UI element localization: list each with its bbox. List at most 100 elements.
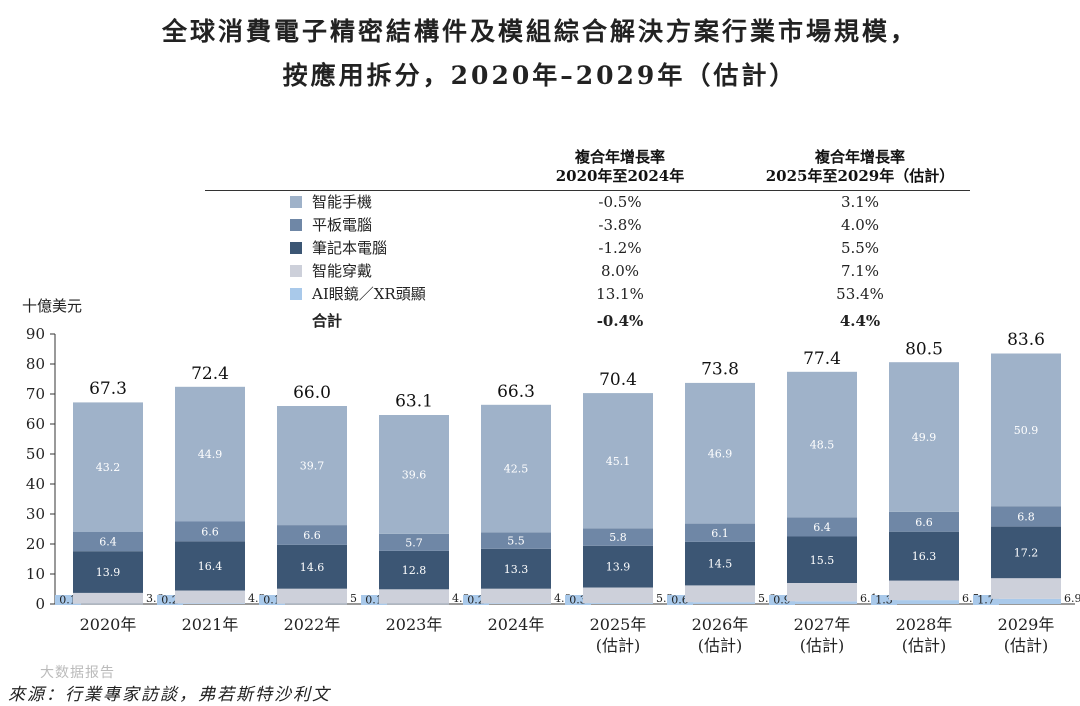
data-label-2: 13.3	[504, 563, 529, 576]
data-label-ai-xr: 1.7	[977, 594, 995, 607]
total-label: 66.0	[293, 383, 331, 403]
x-tick-sublabel: (估計)	[1004, 636, 1049, 655]
bar-segment	[277, 603, 347, 605]
bar-segment	[277, 588, 347, 604]
data-label-4: 39.6	[402, 468, 427, 481]
data-label-2: 16.4	[198, 560, 223, 573]
legend-label-tablet: 平板電腦	[312, 216, 373, 234]
data-label-wearable: 5	[350, 592, 357, 605]
data-label-ai-xr: 0.6	[671, 594, 689, 607]
ai-xr-value-box	[667, 595, 693, 605]
total-label: 合計	[312, 312, 343, 330]
bar-segment	[787, 583, 857, 602]
data-label-ai-xr: 0.9	[773, 594, 791, 607]
y-tick-label: 80	[26, 355, 45, 373]
data-label-4: 48.5	[810, 439, 835, 452]
bar-segment	[175, 521, 245, 542]
y-tick-label: 30	[26, 505, 45, 523]
bar-segment	[787, 517, 857, 537]
legend-swatch-laptop	[290, 242, 302, 254]
data-label-2: 15.5	[810, 554, 835, 567]
bar-segment	[481, 548, 551, 589]
data-label-3: 6.4	[99, 536, 117, 549]
bar-segment	[175, 386, 245, 522]
x-tick-label: 2021年	[182, 615, 239, 634]
legend-swatch-ai-xr	[290, 288, 302, 300]
ai-xr-value-box	[871, 595, 897, 605]
cagr2-total: 4.4%	[839, 312, 881, 330]
bar-segment	[991, 353, 1061, 507]
bar-segment	[481, 404, 551, 533]
bar-segment	[379, 550, 449, 590]
cagr1-ai-xr: 13.1%	[596, 285, 644, 303]
bar-segment	[685, 382, 755, 524]
x-tick-label: 2027年	[794, 615, 851, 634]
total-label: 67.3	[89, 379, 127, 399]
total-label: 72.4	[191, 364, 229, 384]
watermark-text: 大数据报告	[40, 665, 115, 681]
x-tick-label: 2022年	[284, 615, 341, 634]
data-label-4: 50.9	[1014, 424, 1039, 437]
data-label-3: 5.8	[609, 531, 627, 544]
cagr-header-2-line1: 複合年增長率	[814, 148, 905, 166]
data-label-ai-xr: 0.1	[59, 594, 77, 607]
data-label-4: 45.1	[606, 455, 631, 468]
bar-segment	[991, 506, 1061, 527]
data-label-ai-xr: 1.3	[875, 594, 893, 607]
bar-segment	[175, 590, 245, 604]
bar-segment	[685, 602, 755, 604]
table-divider	[205, 190, 970, 191]
x-tick-sublabel: (估計)	[596, 636, 641, 655]
bar-segment	[685, 523, 755, 542]
ai-xr-value-box	[973, 595, 999, 605]
cagr-header-1-line1: 複合年增長率	[574, 148, 665, 166]
data-label-2: 14.5	[708, 558, 733, 571]
cagr2-tablet: 4.0%	[840, 216, 880, 234]
x-tick-label: 2029年	[998, 615, 1055, 634]
data-label-3: 6.6	[915, 516, 933, 529]
ai-xr-value-box	[157, 595, 183, 605]
bar-segment	[379, 415, 449, 534]
ai-xr-value-box	[769, 595, 795, 605]
bar-segment	[583, 603, 653, 604]
data-label-4: 43.2	[96, 461, 121, 474]
ai-xr-value-box	[565, 595, 591, 605]
bar-segment	[787, 371, 857, 518]
data-label-3: 6.8	[1017, 510, 1035, 523]
y-tick-label: 10	[26, 565, 45, 583]
total-label: 63.1	[395, 392, 433, 412]
cagr2-laptop: 5.5%	[840, 239, 880, 257]
source-note: 來源：行業專家訪談，弗若斯特沙利文	[8, 685, 331, 705]
bar-segment	[889, 600, 959, 604]
cagr-header-1-line2: 2020年至2024年	[555, 167, 685, 185]
data-label-3: 5.5	[507, 535, 525, 548]
x-tick-label: 2025年	[590, 615, 647, 634]
bar-segment	[73, 592, 143, 604]
bar-segment	[991, 578, 1061, 599]
ai-xr-value-box	[55, 595, 81, 605]
x-tick-label: 2026年	[692, 615, 749, 634]
x-tick-label: 2028年	[896, 615, 953, 634]
y-tick-label: 0	[35, 595, 45, 613]
bar-segment	[481, 603, 551, 604]
cagr-header-2-line2: 2025年至2029年（估計）	[765, 167, 955, 185]
bar-segment	[175, 603, 245, 604]
legend-label-ai-xr: AI眼鏡／XR頭顯	[312, 285, 426, 303]
total-label: 70.4	[599, 370, 637, 390]
ai-xr-value-box	[361, 595, 387, 605]
bar-segment	[685, 585, 755, 603]
total-label: 66.3	[497, 382, 535, 402]
data-label-2: 17.2	[1014, 546, 1039, 559]
bar-segment	[481, 588, 551, 604]
data-label-3: 5.7	[405, 536, 423, 549]
x-tick-sublabel: (估計)	[800, 636, 845, 655]
bar-segment	[379, 589, 449, 604]
ai-xr-value-box	[463, 595, 489, 605]
x-tick-sublabel: (估計)	[902, 636, 947, 655]
x-tick-label: 2023年	[386, 615, 443, 634]
bar-segment	[73, 603, 143, 605]
data-label-2: 12.8	[402, 564, 427, 577]
data-label-2: 13.9	[96, 566, 121, 579]
bar-segment	[73, 402, 143, 532]
